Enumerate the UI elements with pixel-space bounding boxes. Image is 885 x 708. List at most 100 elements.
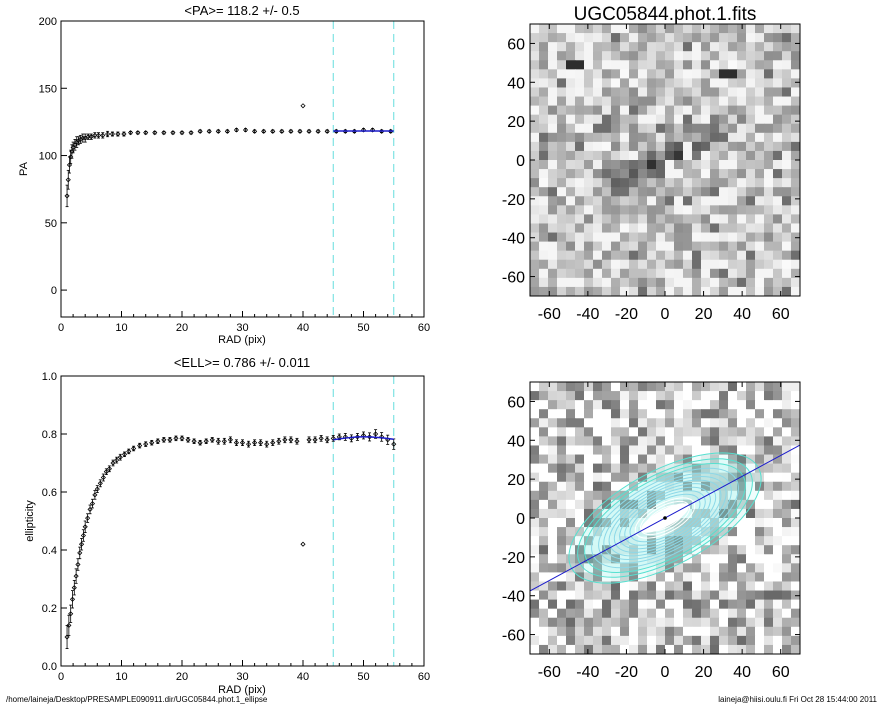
img2-pixel (665, 454, 675, 465)
img2-pixel (665, 590, 675, 601)
img1-pixel (566, 105, 576, 116)
img1-pixel (710, 268, 720, 279)
img2-pixel (593, 527, 603, 537)
img2-pixel (701, 572, 711, 582)
pa-data-point (306, 128, 312, 134)
img1-pixel (566, 132, 576, 143)
ell-ytick-label: 1.0 (42, 371, 57, 383)
img1-pixel (593, 24, 603, 34)
img2-pixel (755, 409, 765, 419)
img2-pixel (746, 400, 756, 410)
ell-data-point (143, 441, 149, 447)
img2-pixel (773, 472, 783, 483)
pa-xtick-label: 40 (297, 322, 309, 334)
img2-pixel (665, 635, 675, 646)
img2-pixel (674, 635, 684, 646)
img1-pixel (575, 105, 585, 116)
img1-pixel (584, 132, 594, 143)
pa-data-point (69, 148, 75, 155)
img1-pixel (737, 214, 747, 224)
img2-pixel (530, 518, 540, 528)
img2-pixel (782, 536, 792, 546)
pa-data-point (121, 131, 127, 137)
img2-pixel (719, 545, 729, 555)
img1-pixel (782, 160, 792, 170)
img2-pixel (755, 644, 765, 654)
ell-data-point (191, 438, 197, 444)
img1-pixel (620, 259, 630, 270)
img2-pixel (683, 590, 693, 601)
img2-pixel (791, 554, 800, 564)
img1-pixel (773, 105, 783, 116)
ell-data-point (82, 524, 88, 530)
img2-pixel (746, 472, 756, 483)
img2-pixel (755, 427, 765, 437)
img1-pixel (674, 223, 684, 234)
pa-data-point (233, 127, 240, 133)
img1-pixel (746, 150, 756, 161)
img2-pixel (548, 644, 558, 654)
img1-pixel (692, 33, 702, 43)
img1-pixel (665, 105, 675, 116)
pa-data-point (64, 193, 70, 199)
img1-pixel (719, 123, 729, 134)
img2-pixel (746, 581, 756, 592)
img1-pixel (665, 232, 675, 243)
img2-pixel (692, 644, 702, 654)
img2-pixel (665, 382, 675, 392)
img1-pixel (620, 87, 630, 98)
img2-pixel (629, 545, 639, 555)
img2-pixel (764, 499, 774, 510)
img2-pixel (773, 554, 783, 564)
img2-pixel (584, 418, 594, 428)
img2-pixel (773, 400, 783, 410)
img2-pixel (764, 382, 774, 392)
img2-pixel (710, 563, 720, 573)
img1-pixel (701, 214, 711, 224)
img1-pixel (629, 259, 639, 270)
img1-pixel (611, 178, 621, 188)
img1-pixel (674, 150, 684, 161)
img1-pixel (584, 141, 594, 152)
img1-pixel (692, 259, 702, 270)
img2-pixel (530, 463, 540, 474)
pa-data-point (224, 128, 230, 134)
img1-pixel (737, 51, 747, 61)
img2-pixel (737, 490, 747, 501)
img1-pixel (539, 259, 549, 270)
img1-pixel (701, 232, 711, 243)
img2-pixel (611, 409, 621, 419)
img1-pixel (584, 123, 594, 134)
img1-pixel (683, 42, 693, 52)
img2-pixel (737, 626, 747, 637)
img2-pixel (764, 391, 774, 401)
img2-pixel (728, 490, 738, 501)
img1-pixel (647, 141, 657, 152)
ell-data-point (85, 515, 91, 521)
img2-pixel (692, 581, 702, 592)
img2-pixel (782, 463, 792, 474)
img1-pixel (611, 105, 621, 116)
img2-pixel (674, 445, 684, 456)
img1-pixel (539, 160, 549, 170)
img1-pixel (629, 250, 639, 261)
img2-pixel (737, 454, 747, 465)
img1-pixel (584, 96, 594, 107)
img1-pixel (557, 42, 567, 52)
img2-pixel (629, 563, 639, 573)
img1-pixel (665, 196, 675, 206)
img1-pixel (575, 259, 585, 270)
img2-pixel (575, 599, 585, 610)
img2-pixel (584, 599, 594, 610)
img2-pixel (548, 617, 558, 628)
img1-pixel (674, 141, 684, 152)
img2-pixel (665, 418, 675, 428)
img1-pixel (719, 33, 729, 43)
img1-pixel (746, 24, 756, 34)
img2-pixel (782, 436, 792, 446)
img2-pixel (674, 382, 684, 392)
img1-pixel (692, 150, 702, 161)
img2-pixel (683, 463, 693, 474)
img2-pixel (647, 508, 657, 519)
img1-pixel (656, 286, 666, 296)
